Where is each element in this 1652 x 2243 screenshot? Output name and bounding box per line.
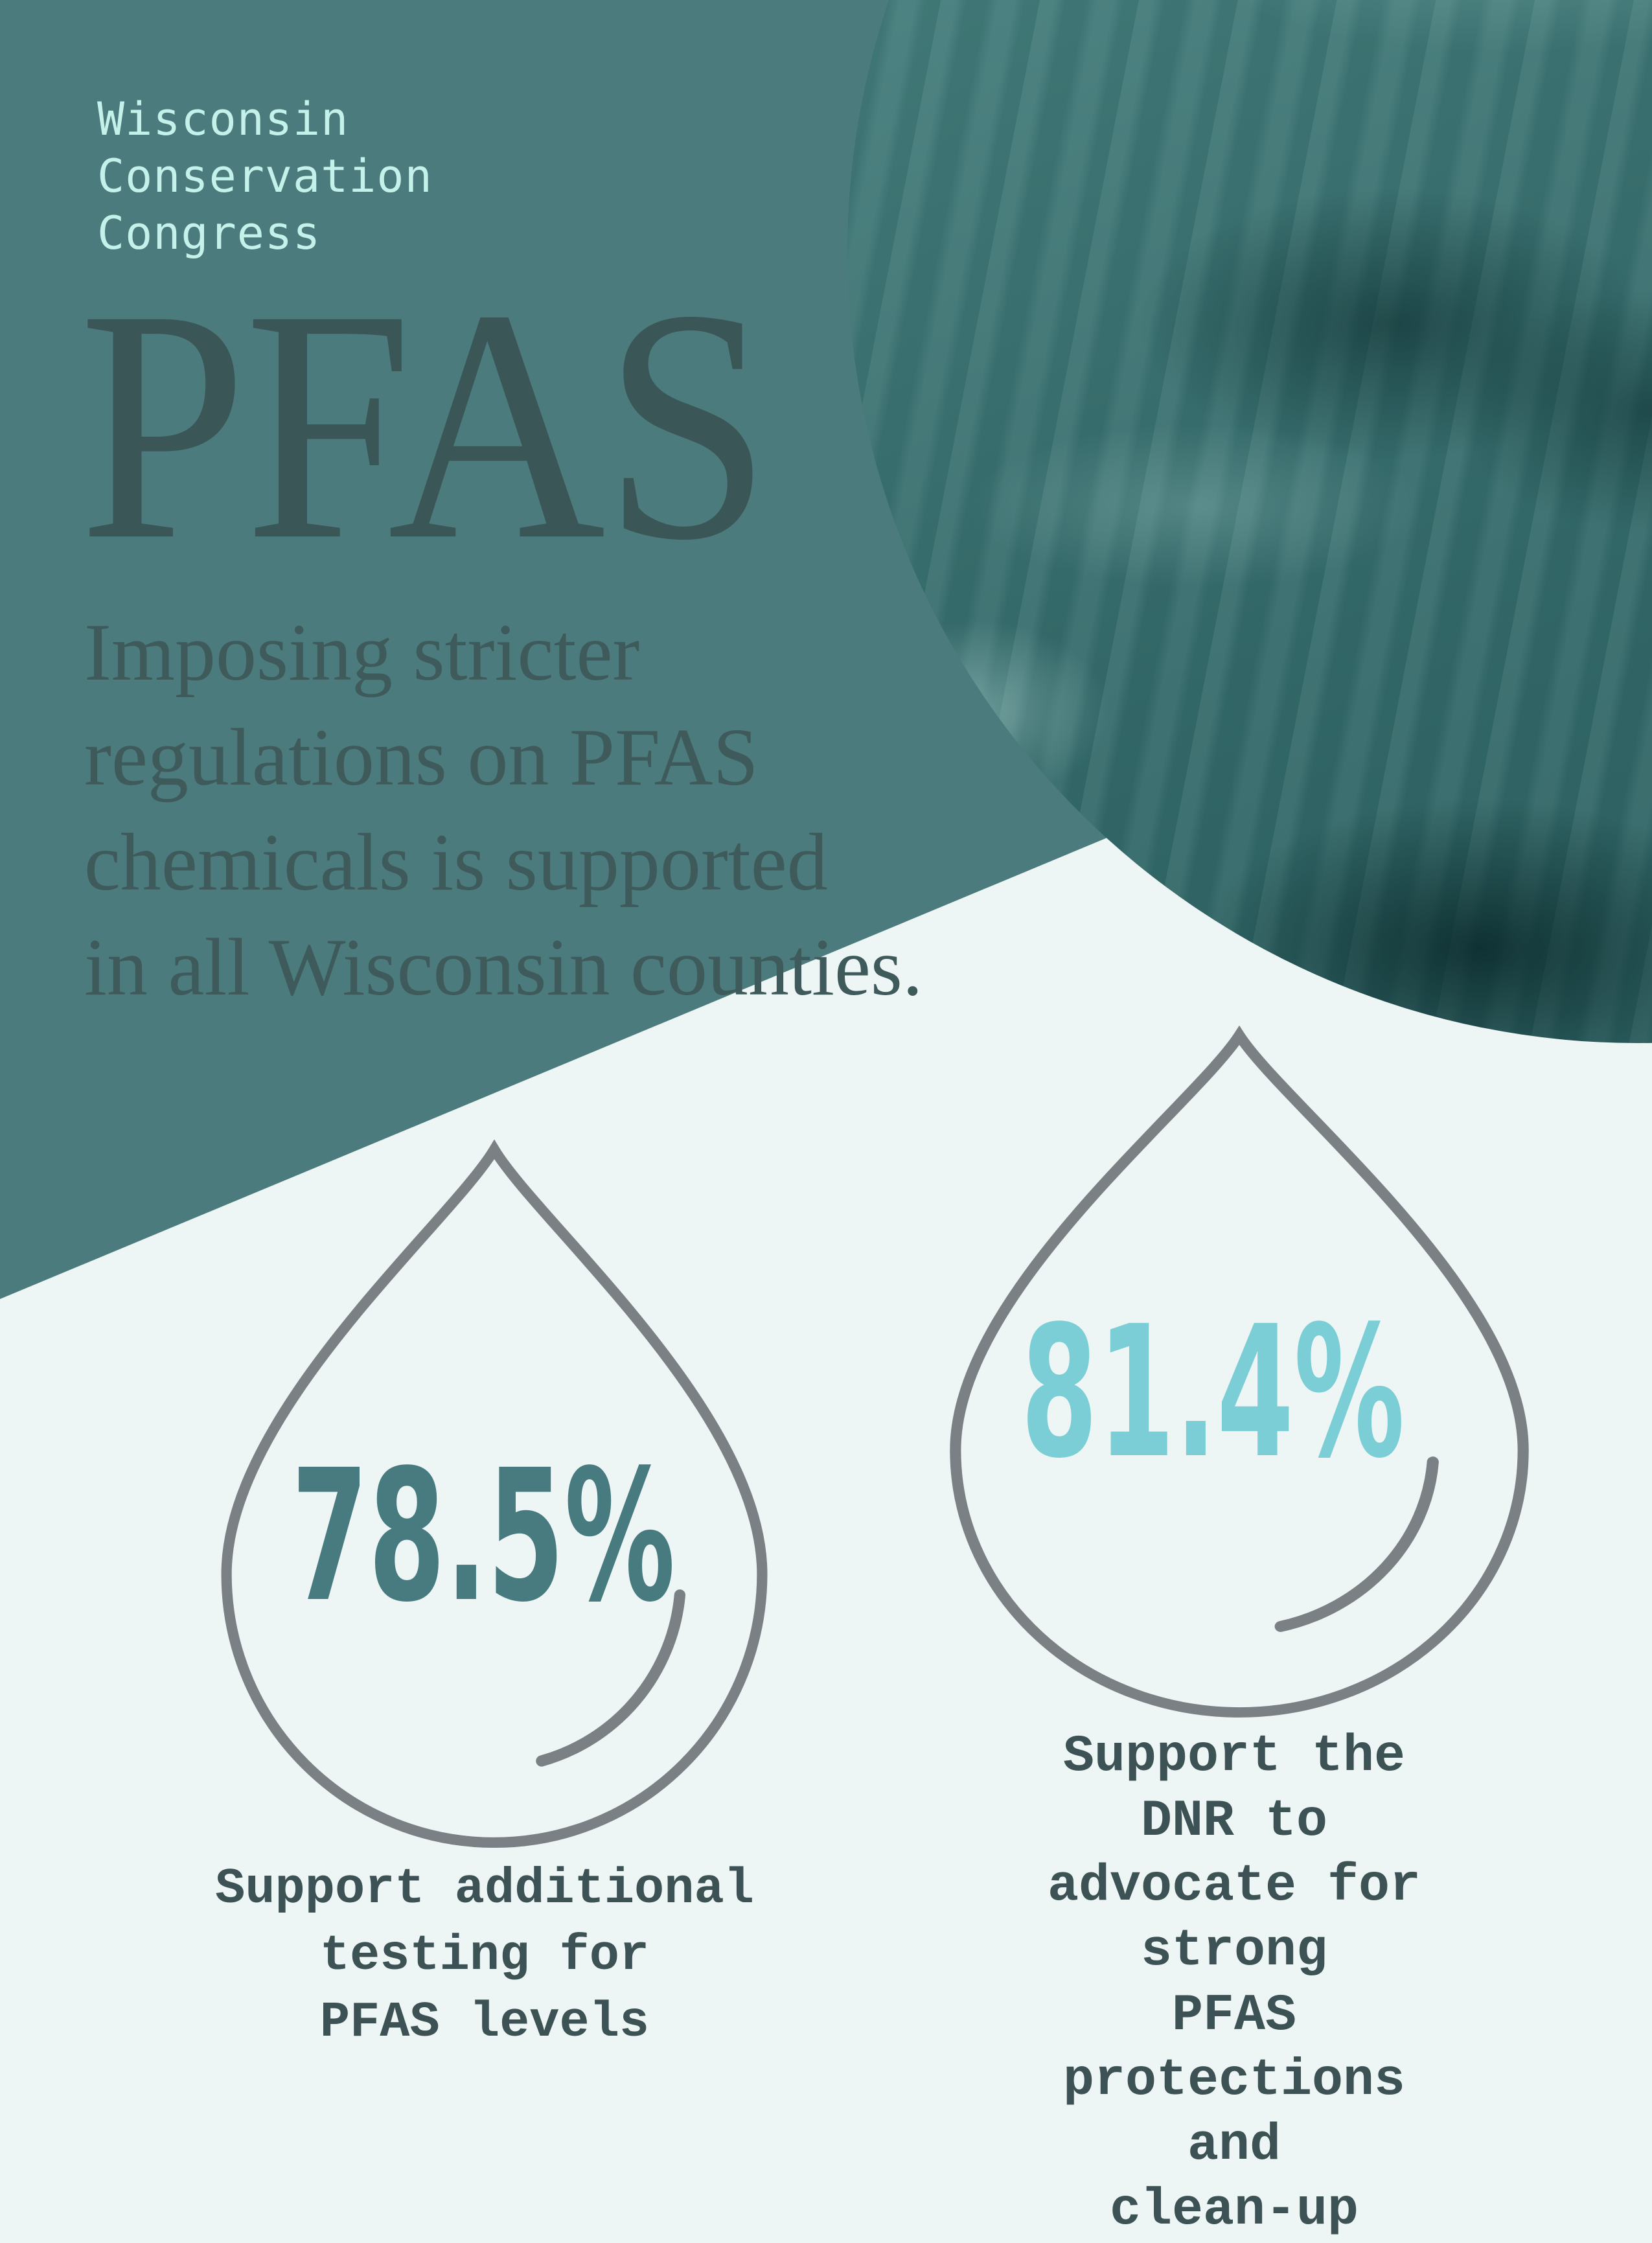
stat-value: 81.4% <box>1020 1287 1405 1499</box>
intro-text: Imposing stricter regulations on PFAS ch… <box>84 608 923 1013</box>
stat-value: 78.5% <box>291 1431 676 1642</box>
brand-name: Wisconsin Conservation Congress <box>97 93 433 260</box>
stat-caption: Support additional testing for PFAS leve… <box>215 1861 754 2051</box>
droplet-outline-icon <box>950 1025 1529 1718</box>
page-title: PFAS <box>79 241 771 608</box>
hero-water-photo <box>847 0 1652 1043</box>
stat-caption: Support the DNR to advocate for strong P… <box>1047 1727 1421 2240</box>
droplet-outline-icon <box>221 1139 768 1848</box>
